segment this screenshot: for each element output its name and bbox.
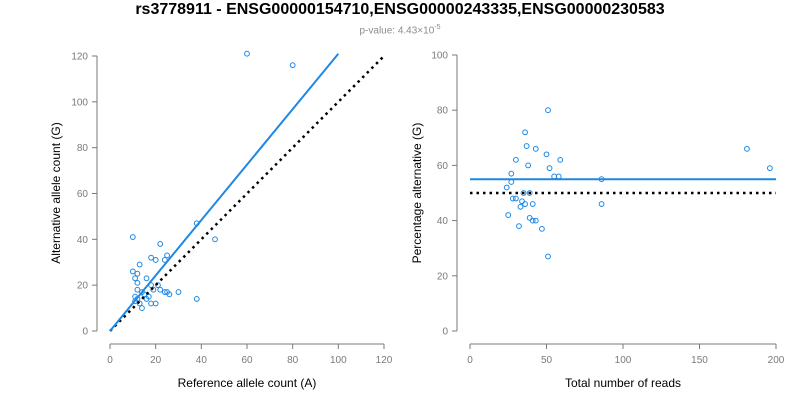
data-point — [509, 195, 516, 202]
data-point — [766, 165, 773, 172]
y-tick-label: 0 — [82, 327, 88, 338]
x-tick-label: 120 — [376, 355, 393, 366]
x-tick-label: 0 — [107, 355, 113, 366]
data-point — [136, 300, 143, 307]
data-point — [175, 289, 182, 295]
data-point — [522, 129, 528, 136]
y-tick-label: 40 — [77, 235, 89, 246]
y-tick-label: 0 — [442, 327, 448, 338]
chart-title: rs3778911 - ENSG00000154710,ENSG00000243… — [135, 1, 665, 18]
data-point — [503, 184, 510, 191]
data-point — [520, 190, 527, 196]
data-point — [148, 254, 155, 261]
p-value-exponent: -5 — [434, 24, 441, 31]
data-point — [212, 236, 218, 243]
p-value-text: p-value: 4.43×10 — [359, 25, 435, 37]
x-axis-title: Total number of reads — [565, 376, 681, 390]
x-tick-label: 50 — [541, 355, 553, 366]
data-point — [134, 279, 141, 286]
data-point — [526, 214, 533, 221]
y-tick-label: 20 — [437, 271, 449, 282]
y-tick-label: 100 — [71, 97, 88, 108]
data-point — [555, 173, 562, 180]
chart-subtitle: p-value: 4.43×10-5 — [0, 24, 800, 36]
data-point — [505, 212, 512, 218]
x-tick-label: 0 — [467, 355, 473, 366]
y-tick-label: 120 — [71, 52, 88, 63]
x-tick-label: 100 — [615, 355, 632, 366]
data-point — [516, 223, 522, 230]
data-point — [532, 145, 539, 152]
data-point — [545, 107, 551, 114]
data-point — [136, 261, 143, 268]
data-point — [141, 291, 148, 298]
data-point — [244, 50, 250, 57]
data-point — [545, 253, 551, 260]
data-point — [289, 62, 296, 69]
data-point — [513, 156, 519, 163]
y-tick-label: 100 — [431, 51, 448, 62]
data-point — [532, 217, 539, 224]
y-axis-title: Alternative allele count (G) — [49, 122, 63, 263]
data-point — [551, 173, 558, 180]
data-point — [598, 201, 605, 207]
allele-count-scatter-panel: 0 20 40 60 80 100 120 0 20 40 60 80 100 120 Reference … — [49, 50, 393, 390]
data-point — [519, 198, 525, 205]
x-tick-label: 60 — [241, 355, 253, 366]
data-point — [139, 305, 145, 311]
data-point — [161, 289, 168, 295]
x-tick-label: 80 — [287, 355, 299, 366]
data-point — [157, 286, 164, 293]
data-point — [508, 170, 515, 177]
data-point — [744, 145, 750, 152]
data-point — [150, 286, 157, 293]
y-axis-title: Percentage alternative (G) — [410, 123, 424, 264]
x-tick-label: 200 — [768, 355, 785, 366]
data-point — [557, 156, 564, 163]
data-point — [529, 201, 536, 207]
data-point — [155, 282, 161, 289]
data-point — [164, 252, 170, 259]
data-point — [529, 217, 536, 224]
data-point — [522, 201, 528, 207]
y-tick-label: 80 — [77, 143, 89, 154]
percentage-alternative-scatter-panel: 0 50 100 150 200 0 20 40 60 80 100 Total number of … — [410, 51, 785, 391]
x-axis-title: Reference allele count (A) — [178, 376, 317, 390]
y-tick-label: 20 — [77, 281, 89, 292]
x-tick-label: 40 — [196, 355, 208, 366]
x-tick-label: 100 — [330, 355, 347, 366]
data-point — [513, 195, 519, 202]
x-tick-label: 150 — [691, 355, 708, 366]
data-point — [157, 241, 164, 247]
y-tick-label: 40 — [437, 216, 449, 227]
data-point — [539, 225, 545, 232]
data-point — [132, 275, 139, 282]
y-tick-label: 80 — [437, 106, 449, 117]
data-point — [161, 257, 168, 263]
data-point — [508, 179, 515, 185]
y-tick-label: 60 — [77, 189, 89, 200]
data-point — [526, 190, 533, 196]
x-tick-label: 20 — [150, 355, 162, 366]
data-point — [543, 151, 550, 158]
data-point — [546, 165, 553, 172]
data-point — [152, 300, 159, 307]
data-point — [523, 143, 530, 149]
data-point — [134, 270, 141, 277]
data-point — [517, 203, 524, 210]
data-point — [193, 296, 200, 302]
reference-line — [109, 55, 385, 332]
data-point — [164, 289, 170, 295]
data-point — [143, 275, 150, 282]
data-point — [145, 293, 152, 300]
data-point — [129, 268, 136, 275]
data-point — [129, 234, 136, 240]
y-tick-label: 60 — [437, 161, 449, 172]
data-point — [152, 257, 159, 263]
fit-line — [109, 53, 340, 332]
data-point — [525, 162, 532, 169]
data-point — [134, 286, 141, 293]
